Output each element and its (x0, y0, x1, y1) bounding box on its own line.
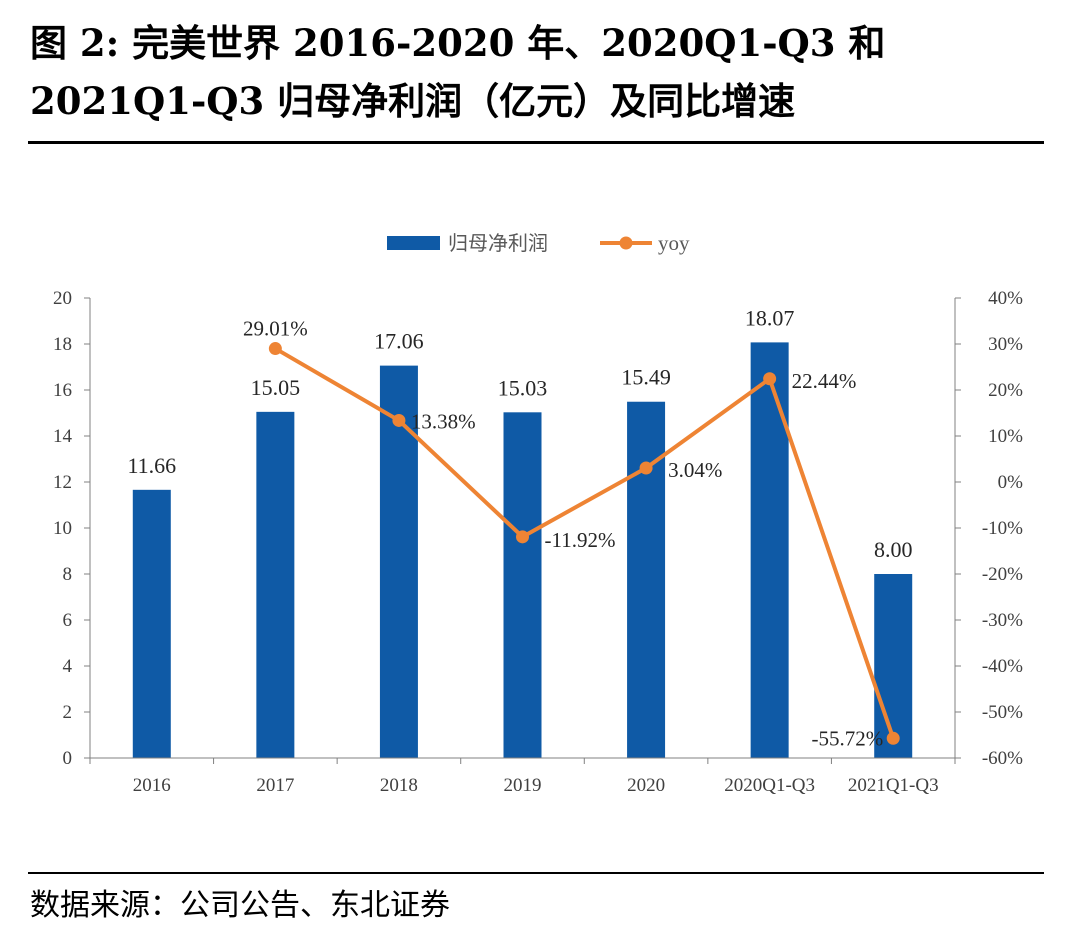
legend: 归母净利润 yoy (387, 231, 690, 255)
left-tick-label: 6 (63, 610, 73, 631)
bar-value-label: 11.66 (127, 453, 176, 478)
right-tick-label: -10% (982, 518, 1023, 539)
yoy-value-label: 13.38% (411, 409, 476, 433)
footer-divider (28, 872, 1044, 874)
right-axis-ticks: -60% -50% -40% -30% -20% -10% 0% 10% 20% 30% 40% (955, 288, 1023, 769)
left-tick-label: 18 (53, 334, 72, 355)
yoy-value-label: -11.92% (545, 528, 616, 552)
x-tick-label: 2016 (133, 775, 171, 796)
bar-value-label: 15.49 (621, 365, 671, 390)
yoy-value-label: -55.72% (811, 726, 883, 750)
left-tick-label: 4 (63, 656, 73, 677)
left-tick-label: 2 (63, 702, 73, 723)
right-tick-label: 40% (988, 288, 1023, 309)
bar-value-label: 18.07 (745, 305, 795, 330)
right-tick-label: -60% (982, 748, 1023, 769)
x-tick-label: 2017 (256, 775, 294, 796)
right-tick-label: 20% (988, 380, 1023, 401)
bar-data-labels: 11.66 15.05 17.06 15.03 15.49 18.07 8.00 (127, 305, 912, 562)
bar-value-label: 15.05 (251, 375, 301, 400)
left-tick-label: 12 (53, 472, 72, 493)
left-axis-ticks: 0 2 4 6 8 10 12 14 16 18 20 (53, 288, 90, 769)
bar (132, 489, 171, 758)
bar (256, 411, 295, 758)
yoy-value-label: 29.01% (243, 317, 308, 341)
bar (750, 342, 789, 758)
x-tick-label: 2021Q1-Q3 (848, 775, 939, 796)
right-tick-label: -30% (982, 610, 1023, 631)
bar (874, 574, 913, 758)
yoy-point (516, 530, 529, 544)
left-tick-label: 16 (53, 380, 72, 401)
yoy-line (274, 346, 896, 739)
bar-value-label: 15.03 (498, 375, 548, 400)
bar-value-label: 17.06 (374, 329, 424, 354)
left-tick-label: 8 (63, 564, 73, 585)
right-tick-label: -50% (982, 702, 1023, 723)
chart-title: 图 2: 完美世界 2016-2020 年、2020Q1-Q3 和 2021Q1… (30, 21, 886, 123)
x-tick-label: 2020Q1-Q3 (724, 775, 815, 796)
yoy-data-labels: 29.01% 13.38% -11.92% 3.04% 22.44% -55.72% (243, 317, 883, 751)
legend-line-label: yoy (658, 231, 690, 255)
x-tick-label: 2018 (380, 775, 418, 796)
data-source-note: 数据来源：公司公告、东北证券 (30, 888, 450, 923)
legend-bar-label: 归母净利润 (448, 232, 548, 255)
yoy-value-label: 22.44% (792, 369, 857, 393)
yoy-point (268, 342, 282, 356)
left-tick-label: 14 (53, 426, 73, 447)
x-tick-label: 2019 (504, 775, 542, 796)
title-divider (28, 141, 1044, 144)
x-axis-labels: 2016 2017 2018 2019 2020 2020Q1-Q3 2021Q1-Q3 (133, 775, 939, 796)
axes (89, 298, 956, 764)
yoy-point (886, 731, 900, 745)
yoy-value-label: 3.04% (668, 458, 722, 482)
right-tick-label: -40% (982, 656, 1023, 677)
yoy-line-series (268, 342, 900, 745)
right-tick-label: 30% (988, 334, 1023, 355)
legend-bar-swatch (387, 236, 440, 250)
right-tick-label: 0% (998, 472, 1024, 493)
bar-value-label: 8.00 (874, 537, 913, 562)
yoy-point (392, 413, 406, 427)
yoy-point (763, 372, 777, 386)
right-tick-label: -20% (982, 564, 1023, 585)
bar (503, 412, 542, 758)
yoy-point (639, 461, 653, 475)
right-tick-label: 10% (988, 426, 1023, 447)
left-tick-label: 0 (63, 748, 73, 769)
bar-series (132, 342, 913, 758)
x-tick-label: 2020 (627, 775, 665, 796)
legend-line-marker (619, 236, 633, 250)
left-tick-label: 20 (53, 288, 72, 309)
left-tick-label: 10 (53, 518, 72, 539)
bar (627, 401, 666, 758)
